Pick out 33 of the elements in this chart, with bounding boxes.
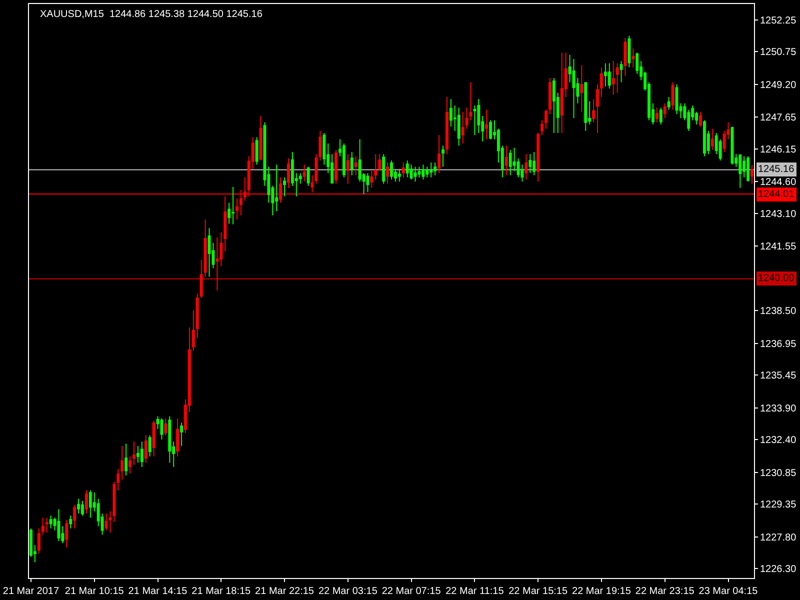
x-tick-label: 21 Mar 10:15 <box>64 586 124 597</box>
y-tick-label: 1238.50 <box>760 306 797 318</box>
x-tick-label: 21 Mar 2017 <box>2 586 60 597</box>
x-tick-label: 21 Mar 14:15 <box>128 586 188 597</box>
y-tick-label: 1235.45 <box>760 370 797 382</box>
y-tick-label: 1236.95 <box>760 338 797 350</box>
y-tick-label: 1247.65 <box>760 112 797 124</box>
y-tick-label: 1243.10 <box>760 208 797 220</box>
x-tick-label: 22 Mar 15:15 <box>508 586 568 597</box>
x-tick-label: 23 Mar 04:15 <box>698 586 758 597</box>
y-tick-label: 1232.40 <box>760 435 797 446</box>
y-tick-label: 1252.25 <box>760 15 797 26</box>
y-tick-label: 1230.85 <box>760 468 797 479</box>
y-tick-label: 1249.20 <box>760 80 797 91</box>
y-tick-label: 1227.80 <box>760 532 797 544</box>
x-tick-label: 22 Mar 19:15 <box>572 586 632 597</box>
ref-line-label: 1245.16 <box>758 164 795 175</box>
x-tick-label: 22 Mar 07:15 <box>382 586 442 597</box>
x-tick-label: 21 Mar 18:15 <box>192 586 252 597</box>
text: XAUUSD,M15 1244.86 1245.38 1244.50 1245.16 <box>40 9 263 20</box>
x-tick-label: 22 Mar 23:15 <box>635 586 695 597</box>
y-tick-label: 1229.35 <box>760 500 797 510</box>
y-tick-label: 1226.30 <box>760 564 797 575</box>
y-tick-label: 1250.75 <box>760 47 797 58</box>
x-tick-label: 22 Mar 03:15 <box>318 586 378 597</box>
y-tick-label: 1246.15 <box>760 144 797 156</box>
ref-line-label: 1244.01 <box>758 189 795 200</box>
ref-line-label: 1240.00 <box>758 273 795 284</box>
x-tick-label: 22 Mar 11:15 <box>446 586 504 597</box>
y-tick-label: 1233.90 <box>760 403 797 414</box>
y-tick-label: 1241.55 <box>760 242 797 253</box>
y-tick-label: 1244.60 <box>760 177 797 188</box>
x-tick-label: 21 Mar 22:15 <box>255 586 314 597</box>
